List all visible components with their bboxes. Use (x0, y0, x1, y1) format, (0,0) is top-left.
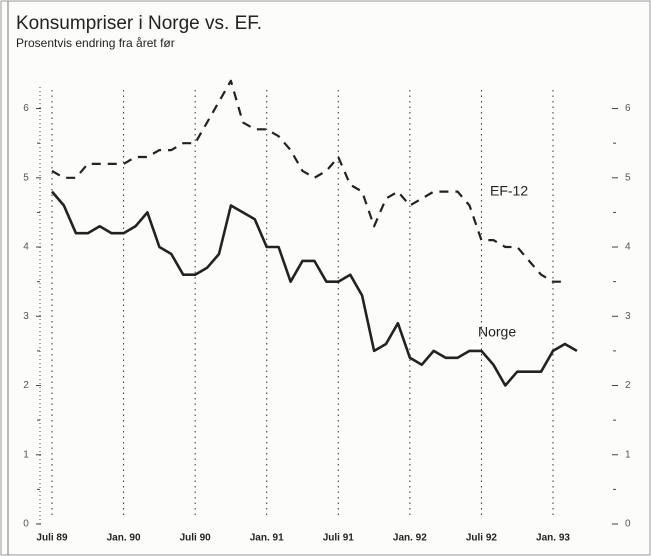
y2-tick-label: 1 (625, 449, 631, 460)
y-tick-label: 5 (23, 172, 29, 183)
x-tick-label: Juli 89 (36, 533, 68, 544)
series-label: EF-12 (490, 183, 528, 199)
y-tick-label: 0 (23, 519, 29, 530)
y-tick-label: 6 (23, 103, 29, 114)
x-tick-label: Jan. 93 (536, 533, 570, 544)
y2-tick-label: 3 (625, 311, 631, 322)
y-tick-label: 2 (23, 380, 29, 391)
x-tick-label: Jan. 91 (250, 533, 284, 544)
chart-subtitle: Prosentvis endring fra året før (16, 36, 175, 50)
y-tick-label: 4 (23, 242, 29, 253)
x-tick-label: Juli 90 (180, 533, 212, 544)
series-label: Norge (478, 324, 516, 340)
y2-tick-label: 2 (625, 380, 631, 391)
x-tick-label: Jan. 90 (107, 533, 141, 544)
x-tick-label: Jan. 92 (393, 533, 427, 544)
x-tick-label: Juli 91 (323, 533, 355, 544)
y-tick-label: 3 (23, 311, 29, 322)
y2-tick-label: 5 (625, 172, 631, 183)
chart-title: Konsumpriser i Norge vs. EF. (16, 13, 262, 34)
y-tick-label: 1 (23, 449, 29, 460)
series-line (51, 190, 578, 387)
y2-tick-label: 6 (625, 103, 631, 114)
y2-tick-label: 4 (625, 242, 631, 253)
series-line (51, 79, 565, 283)
x-tick-label: Juli 92 (466, 533, 498, 544)
y2-tick-label: 0 (625, 519, 631, 530)
